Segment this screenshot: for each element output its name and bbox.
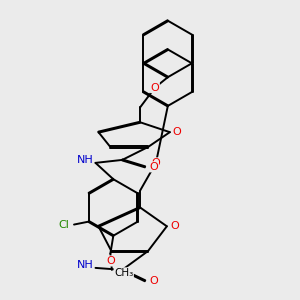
Text: Cl: Cl xyxy=(58,220,69,230)
Text: O: O xyxy=(150,276,158,286)
Text: NH: NH xyxy=(77,260,94,270)
Text: O: O xyxy=(170,221,178,231)
Text: O: O xyxy=(150,162,158,172)
Text: NH: NH xyxy=(77,155,94,165)
Text: O: O xyxy=(151,82,159,93)
Text: O: O xyxy=(106,256,115,266)
Text: O: O xyxy=(173,127,182,137)
Text: O: O xyxy=(152,158,160,168)
Text: CH₃: CH₃ xyxy=(114,268,134,278)
